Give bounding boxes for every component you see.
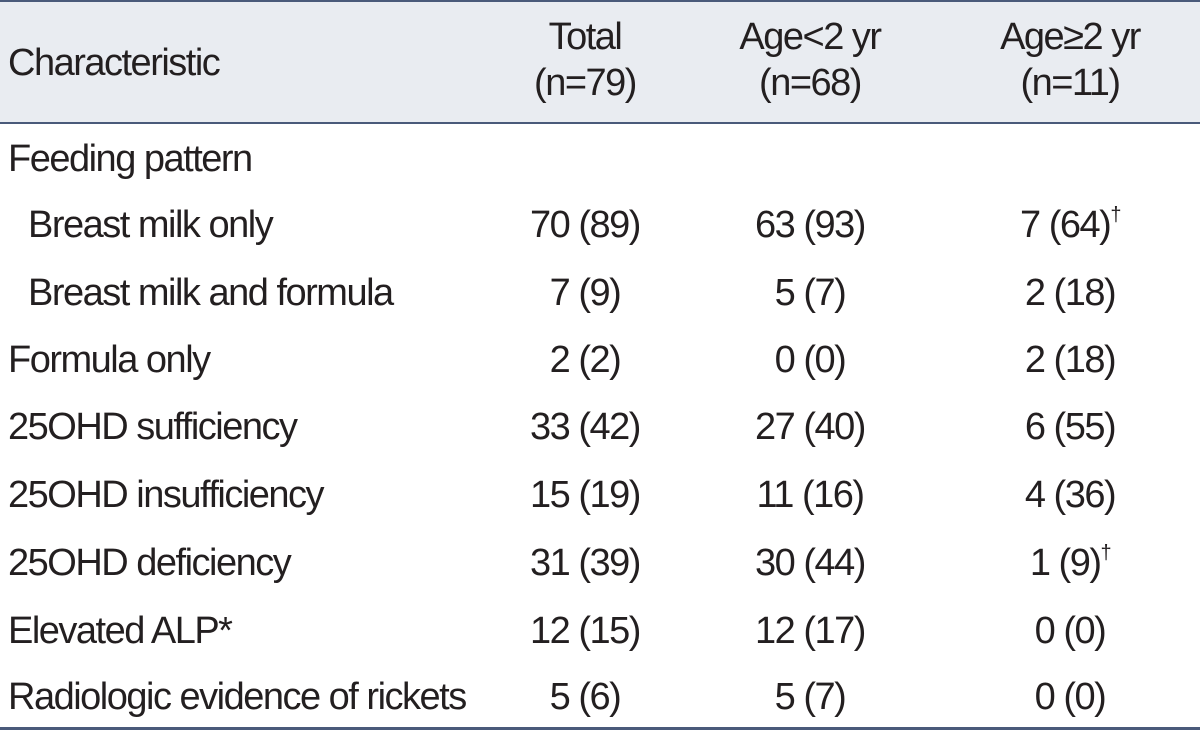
header-age-under-2-label: Age<2 yr: [739, 16, 882, 58]
row-label-formula-only: Formula only: [8, 339, 211, 381]
row-label-radiologic-evidence-of-rickets: Radiologic evidence of rickets: [8, 676, 467, 718]
cell-age-under-2: 27 (40): [755, 406, 866, 448]
cell-total: 12 (15): [530, 610, 641, 652]
cell-total: 2 (2): [549, 339, 622, 381]
row-label-25ohd-sufficiency: 25OHD sufficiency: [8, 406, 298, 448]
row-label-25ohd-insufficiency: 25OHD insufficiency: [8, 474, 325, 516]
header-age-2-plus-n: (n=11): [1020, 62, 1121, 104]
cell-age-under-2: 5 (7): [774, 676, 847, 718]
cell-total: 70 (89): [530, 204, 641, 246]
cell-total: 31 (39): [530, 542, 641, 584]
cell-total: 33 (42): [530, 406, 641, 448]
cell-age-2-plus: 2 (18): [1024, 339, 1117, 381]
row-label-feeding-pattern: Feeding pattern: [8, 138, 253, 180]
header-age-under-2: Age<2 yr (n=68): [710, 14, 910, 106]
header-total-n: (n=79): [534, 62, 637, 104]
row-label-breast-milk-and-formula: Breast milk and formula: [28, 272, 394, 314]
row-label-25ohd-deficiency: 25OHD deficiency: [8, 542, 292, 584]
cell-total: 15 (19): [530, 474, 641, 516]
dagger-footnote-mark: †: [1100, 542, 1112, 564]
cell-age-under-2: 5 (7): [774, 272, 847, 314]
cell-age-under-2: 11 (16): [756, 474, 865, 516]
cell-age-under-2: 30 (44): [755, 542, 866, 584]
top-rule: [0, 0, 1200, 2]
header-characteristic: Characteristic: [8, 42, 221, 84]
cell-age-2-plus: 1 (9)†: [970, 540, 1170, 586]
header-age-under-2-n: (n=68): [759, 62, 862, 104]
table-header-band: [0, 2, 1200, 122]
row-label-elevated-alp: Elevated ALP*: [8, 610, 233, 652]
cell-age-2-plus: 4 (36): [1024, 474, 1117, 516]
cell-age-under-2: 12 (17): [755, 610, 866, 652]
cell-age-2-plus: 0 (0): [1034, 676, 1107, 718]
cell-age-2-plus: 2 (18): [1024, 272, 1117, 314]
cell-age-under-2: 63 (93): [755, 204, 866, 246]
cell-age-2-plus: 7 (64)†: [970, 202, 1170, 248]
dagger-footnote-mark: †: [1110, 204, 1121, 226]
header-total: Total (n=79): [490, 14, 680, 106]
header-rule: [0, 122, 1200, 124]
cell-age-2-plus: 6 (55): [1024, 406, 1117, 448]
cell-age-under-2: 0 (0): [774, 339, 847, 381]
cell-total: 5 (6): [549, 676, 622, 718]
cell-age-2-plus: 0 (0): [1034, 610, 1107, 652]
row-label-breast-milk-only: Breast milk only: [28, 204, 274, 246]
cell-total: 7 (9): [549, 272, 622, 314]
header-age-2-plus-label: Age≥2 yr: [1000, 16, 1141, 58]
cell-age-2-plus-value: 7 (64): [1020, 204, 1112, 246]
cell-age-2-plus-value: 1 (9): [1029, 542, 1102, 584]
header-total-label: Total: [548, 16, 623, 58]
bottom-rule: [0, 727, 1200, 730]
header-age-2-plus: Age≥2 yr (n=11): [970, 14, 1170, 106]
